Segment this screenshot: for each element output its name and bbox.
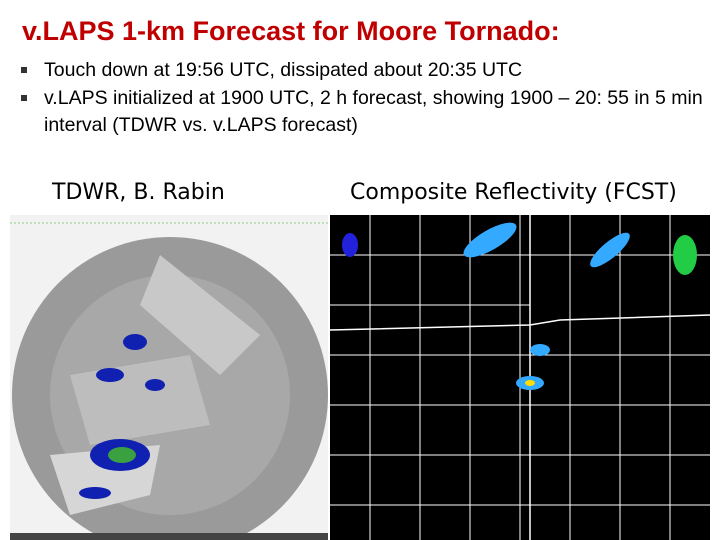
slide-title: v.LAPS 1-km Forecast for Moore Tornado:: [22, 16, 560, 46]
echo: [530, 344, 550, 356]
bullet-marker: [21, 67, 27, 73]
panel-label: Composite Reflectivity (FCST): [350, 180, 677, 205]
forecast-image: [330, 215, 710, 540]
bullet-text: Touch down at 19:56 UTC, dissipated abou…: [44, 59, 523, 81]
bullet-marker: [21, 95, 27, 101]
bullet-item: Touch down at 19:56 UTC, dissipated abou…: [21, 57, 704, 84]
echo: [463, 222, 517, 258]
echo-strong: [123, 334, 147, 350]
echo-core: [108, 447, 136, 463]
echo: [590, 232, 630, 268]
echo: [342, 233, 358, 257]
echo: [673, 235, 697, 275]
bullet-text: v.LAPS initialized at 1900 UTC, 2 h fore…: [44, 87, 703, 136]
echo-light: [140, 255, 260, 375]
radar-image: [10, 215, 328, 540]
panel-label: TDWR, B. Rabin: [52, 180, 225, 205]
echo-strong: [79, 487, 111, 499]
echo-strong: [145, 379, 165, 391]
bullet-item: v.LAPS initialized at 1900 UTC, 2 h fore…: [21, 85, 704, 139]
echo-core: [525, 380, 535, 386]
echo-strong: [96, 368, 124, 382]
image-footer: [10, 533, 328, 540]
